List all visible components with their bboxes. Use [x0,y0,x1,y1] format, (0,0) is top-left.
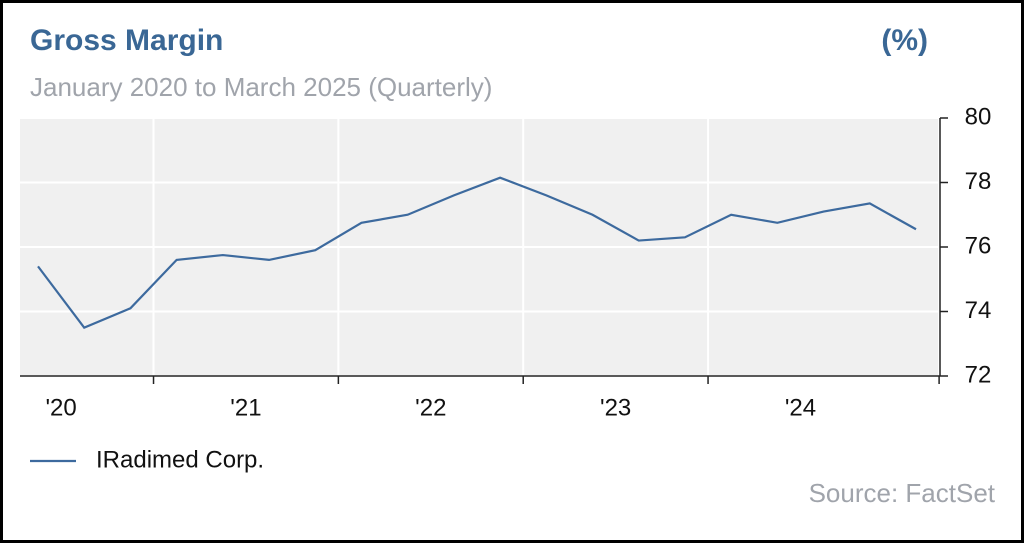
chart-title: Gross Margin [30,24,223,57]
series-line [37,176,917,329]
y-tick-label: 78 [965,168,992,195]
y-tick-label: 72 [965,361,992,388]
legend-label: IRadimed Corp. [96,446,264,473]
chart-subtitle: January 2020 to March 2025 (Quarterly) [30,72,492,102]
y-tick-label: 80 [965,103,992,130]
x-tick-label: '23 [600,394,631,421]
x-tick-label: '22 [415,394,446,421]
unit-label: (%) [881,24,928,57]
x-tick-label: '24 [785,394,816,421]
x-tick-label: '21 [230,394,261,421]
y-tick-label: 74 [965,297,992,324]
x-tick-label: '20 [45,394,76,421]
y-tick-label: 76 [965,232,992,259]
source: Source: FactSet [809,478,996,508]
